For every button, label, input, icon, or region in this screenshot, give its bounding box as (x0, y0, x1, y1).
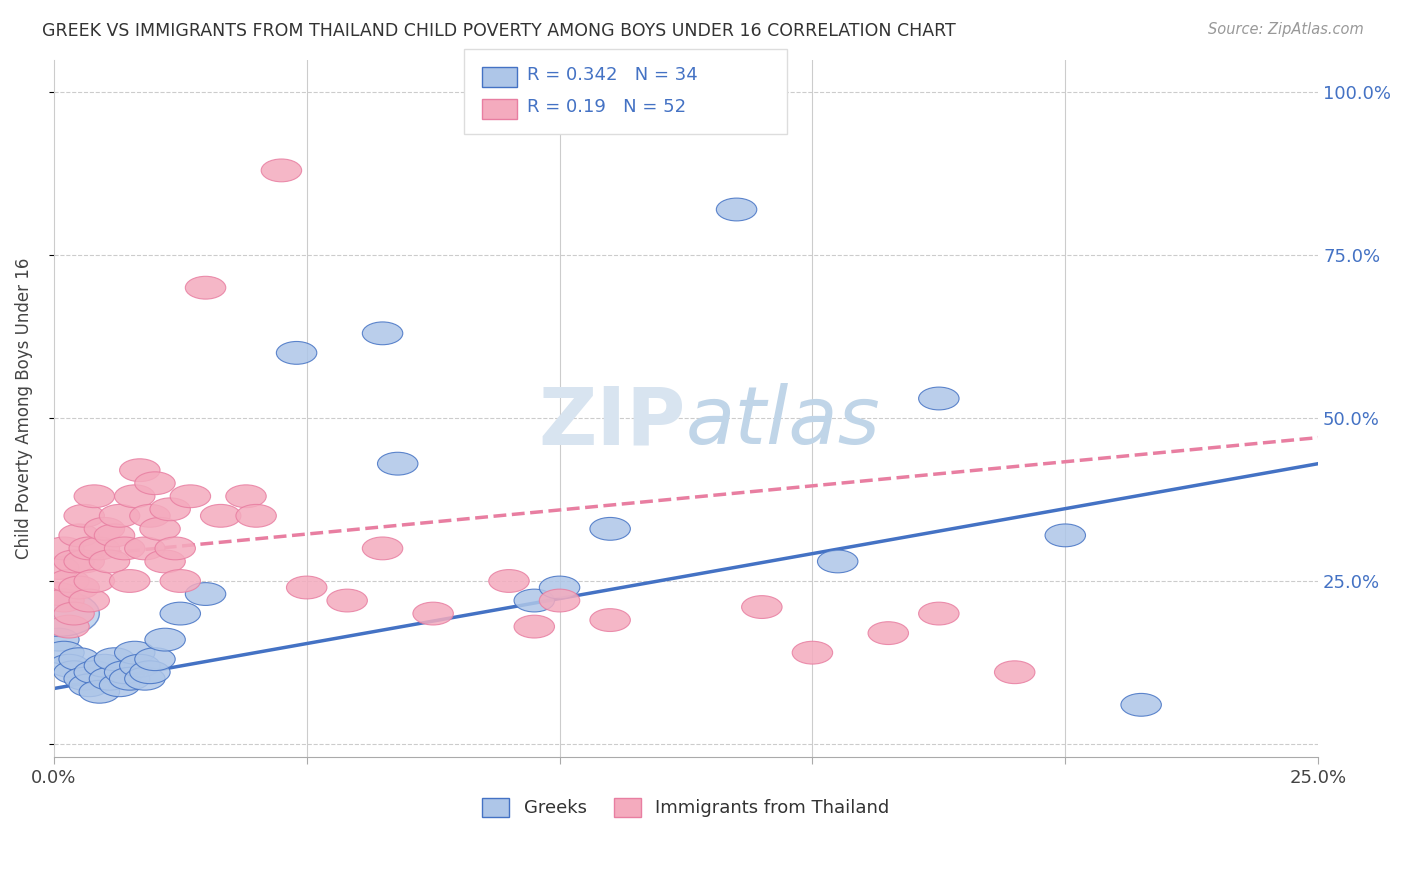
Ellipse shape (160, 602, 201, 625)
Ellipse shape (114, 641, 155, 664)
Ellipse shape (84, 517, 125, 541)
Text: atlas: atlas (686, 384, 880, 461)
Legend: Greeks, Immigrants from Thailand: Greeks, Immigrants from Thailand (475, 791, 897, 824)
Ellipse shape (79, 681, 120, 703)
Ellipse shape (918, 602, 959, 625)
Ellipse shape (84, 655, 125, 677)
Ellipse shape (160, 570, 201, 592)
Ellipse shape (120, 458, 160, 482)
Ellipse shape (135, 472, 176, 495)
Ellipse shape (135, 648, 176, 671)
Ellipse shape (104, 661, 145, 683)
Ellipse shape (792, 641, 832, 664)
Ellipse shape (129, 504, 170, 527)
Ellipse shape (186, 582, 226, 606)
Ellipse shape (145, 628, 186, 651)
Ellipse shape (110, 667, 150, 690)
Ellipse shape (18, 591, 100, 636)
Ellipse shape (363, 537, 402, 560)
Ellipse shape (236, 504, 277, 527)
Ellipse shape (44, 537, 84, 560)
Text: R = 0.19   N = 52: R = 0.19 N = 52 (527, 98, 686, 116)
Ellipse shape (49, 615, 89, 638)
Ellipse shape (868, 622, 908, 645)
Ellipse shape (186, 277, 226, 299)
Ellipse shape (53, 661, 94, 683)
Ellipse shape (104, 537, 145, 560)
Ellipse shape (75, 661, 114, 683)
Ellipse shape (540, 589, 579, 612)
Ellipse shape (262, 159, 302, 182)
Ellipse shape (49, 570, 89, 592)
Ellipse shape (1045, 524, 1085, 547)
Ellipse shape (120, 655, 160, 677)
Text: GREEK VS IMMIGRANTS FROM THAILAND CHILD POVERTY AMONG BOYS UNDER 16 CORRELATION : GREEK VS IMMIGRANTS FROM THAILAND CHILD … (42, 22, 956, 40)
Ellipse shape (59, 524, 100, 547)
Ellipse shape (226, 485, 266, 508)
Ellipse shape (150, 498, 190, 521)
Ellipse shape (139, 517, 180, 541)
Ellipse shape (591, 608, 630, 632)
Ellipse shape (287, 576, 328, 599)
Ellipse shape (591, 517, 630, 541)
Ellipse shape (994, 661, 1035, 683)
Ellipse shape (328, 589, 367, 612)
Ellipse shape (918, 387, 959, 410)
Ellipse shape (63, 550, 104, 573)
Text: ZIP: ZIP (538, 384, 686, 461)
Ellipse shape (53, 550, 94, 573)
Ellipse shape (110, 570, 150, 592)
Ellipse shape (540, 576, 579, 599)
Ellipse shape (75, 485, 114, 508)
Ellipse shape (129, 661, 170, 683)
Ellipse shape (170, 485, 211, 508)
Ellipse shape (59, 648, 100, 671)
Ellipse shape (125, 667, 165, 690)
Ellipse shape (377, 452, 418, 475)
Ellipse shape (94, 524, 135, 547)
Ellipse shape (1121, 693, 1161, 716)
Ellipse shape (44, 589, 84, 612)
Ellipse shape (59, 576, 100, 599)
Ellipse shape (277, 342, 316, 364)
Ellipse shape (89, 550, 129, 573)
Text: R = 0.342   N = 34: R = 0.342 N = 34 (527, 66, 697, 84)
Ellipse shape (716, 198, 756, 221)
Ellipse shape (489, 570, 529, 592)
Ellipse shape (741, 596, 782, 618)
Ellipse shape (69, 589, 110, 612)
Ellipse shape (38, 628, 79, 651)
Ellipse shape (363, 322, 402, 344)
Y-axis label: Child Poverty Among Boys Under 16: Child Poverty Among Boys Under 16 (15, 258, 32, 559)
Ellipse shape (49, 655, 89, 677)
Ellipse shape (155, 537, 195, 560)
Ellipse shape (114, 485, 155, 508)
Ellipse shape (515, 589, 554, 612)
Ellipse shape (79, 537, 120, 560)
Ellipse shape (100, 673, 139, 697)
Ellipse shape (44, 641, 84, 664)
Ellipse shape (89, 667, 129, 690)
Ellipse shape (125, 537, 165, 560)
Ellipse shape (75, 570, 114, 592)
Ellipse shape (69, 537, 110, 560)
Text: Source: ZipAtlas.com: Source: ZipAtlas.com (1208, 22, 1364, 37)
Ellipse shape (100, 504, 139, 527)
Ellipse shape (413, 602, 453, 625)
Ellipse shape (515, 615, 554, 638)
Ellipse shape (53, 602, 94, 625)
Ellipse shape (817, 550, 858, 573)
Ellipse shape (63, 667, 104, 690)
Ellipse shape (38, 557, 79, 580)
Ellipse shape (69, 673, 110, 697)
Ellipse shape (201, 504, 240, 527)
Ellipse shape (94, 648, 135, 671)
Ellipse shape (145, 550, 186, 573)
Ellipse shape (63, 504, 104, 527)
Ellipse shape (38, 582, 79, 606)
